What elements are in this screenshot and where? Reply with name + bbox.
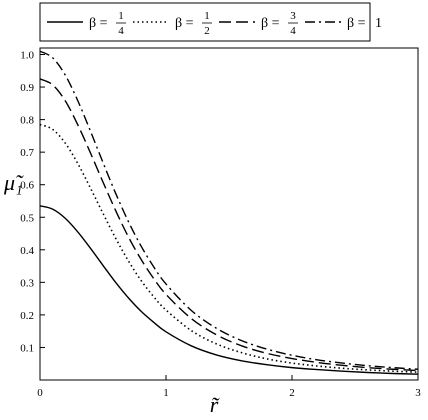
legend: β = 1 4 β = 1 2 β = 3 4 β = 1 [39,2,382,42]
y-tick-label: 0.9 [20,82,34,94]
legend-item-1: β = 1 4 [47,10,126,37]
x-tick-label: 2 [289,387,295,399]
x-axis-ticks: 0 1 2 3 [37,375,421,399]
y-tick-label: 0.2 [20,310,34,322]
y-tick-label: 0.4 [20,245,34,257]
x-tick-label: 0 [37,387,43,399]
y-tick-label: 0.7 [20,147,34,159]
legend-fraction-numerator: 1 [118,10,124,22]
legend-label: β = [89,16,108,31]
y-tick-label: 0.1 [20,342,34,354]
legend-fraction-denominator: 4 [118,25,124,37]
y-tick-label: 0.5 [20,212,34,224]
legend-label: β = [261,16,280,31]
x-axis-label: r̃ [210,392,220,417]
series-lines [39,50,419,375]
legend-fraction-denominator: 2 [204,25,210,37]
series-line-1 [39,205,419,375]
y-tick-label: 0.6 [20,180,34,192]
y-tick-label: 0.8 [20,115,34,127]
legend-item-4: β = 1 [305,16,382,31]
legend-value: 1 [375,16,382,31]
series-line-4 [39,50,419,370]
legend-item-3: β = 3 4 [219,10,298,37]
legend-label: β = [347,16,366,31]
x-tick-label: 3 [415,387,421,399]
y-tick-label: 1.0 [20,50,34,62]
legend-item-2: β = 1 2 [133,10,212,37]
series-line-2 [39,123,419,373]
y-axis-ticks: 0.1 0.2 0.3 0.4 0.5 0.6 0.7 0.8 0.9 1.0 [20,50,45,354]
series-line-3 [39,78,419,372]
legend-label: β = [175,16,194,31]
x-tick-label: 1 [163,387,169,399]
legend-fraction-denominator: 4 [290,25,296,37]
y-tick-label: 0.3 [20,277,34,289]
y-axis-label: μ̃₁ [3,170,24,195]
legend-fraction-numerator: 1 [204,10,210,22]
plot-area-frame [39,47,419,381]
legend-fraction-numerator: 3 [290,10,296,22]
